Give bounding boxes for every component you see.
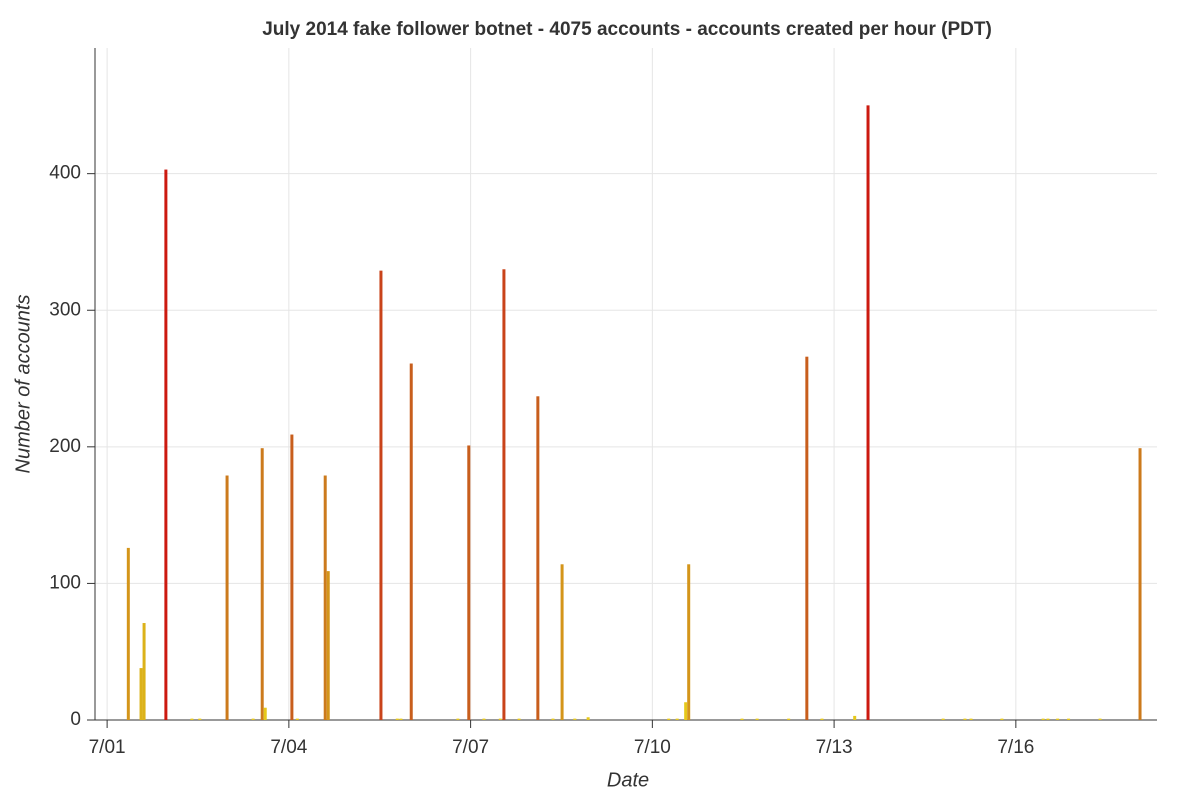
y-tick-label: 0 bbox=[70, 709, 81, 730]
x-tick-label: 7/16 bbox=[997, 737, 1034, 758]
bar bbox=[820, 718, 824, 720]
bar bbox=[1098, 718, 1102, 720]
bar bbox=[1000, 718, 1004, 720]
bar bbox=[853, 715, 857, 720]
bar bbox=[560, 564, 564, 720]
bar bbox=[290, 434, 294, 720]
x-tick-label: 7/04 bbox=[270, 737, 307, 758]
y-tick-label: 100 bbox=[49, 572, 81, 593]
bar bbox=[740, 718, 744, 720]
bar bbox=[573, 718, 577, 720]
bar bbox=[323, 475, 327, 720]
bar bbox=[260, 448, 264, 720]
bar bbox=[969, 718, 973, 720]
y-tick-label: 200 bbox=[49, 436, 81, 457]
y-tick-label: 300 bbox=[49, 299, 81, 320]
bar bbox=[399, 718, 403, 720]
bar bbox=[225, 475, 229, 720]
y-tick-label: 400 bbox=[49, 163, 81, 184]
bar bbox=[551, 718, 555, 720]
bar bbox=[667, 718, 671, 720]
bar bbox=[198, 718, 202, 720]
x-axis-label: Date bbox=[607, 769, 649, 791]
x-tick-label: 7/01 bbox=[89, 737, 126, 758]
bar bbox=[263, 707, 267, 720]
bar bbox=[1056, 718, 1060, 720]
bar bbox=[139, 668, 143, 720]
bar bbox=[295, 718, 299, 720]
bar bbox=[1138, 448, 1142, 720]
bar bbox=[866, 105, 870, 721]
bar bbox=[684, 702, 688, 720]
bar bbox=[409, 363, 413, 720]
bar bbox=[963, 718, 967, 720]
bar bbox=[536, 396, 540, 720]
bar bbox=[675, 718, 679, 720]
bar bbox=[498, 718, 502, 720]
bar bbox=[142, 623, 146, 720]
bar bbox=[941, 718, 945, 720]
bar bbox=[190, 718, 194, 720]
y-axis-label: Number of accounts bbox=[12, 295, 34, 474]
bar bbox=[1046, 718, 1050, 720]
bar bbox=[395, 718, 399, 720]
bar bbox=[787, 718, 791, 720]
bar bbox=[326, 571, 330, 720]
bar bbox=[687, 564, 691, 720]
bar bbox=[482, 718, 486, 720]
x-tick-label: 7/13 bbox=[816, 737, 853, 758]
bar bbox=[126, 547, 130, 720]
bar bbox=[164, 169, 168, 720]
x-tick-label: 7/07 bbox=[452, 737, 489, 758]
bar bbox=[379, 270, 383, 720]
bar bbox=[1041, 718, 1045, 720]
x-tick-label: 7/10 bbox=[634, 737, 671, 758]
bar bbox=[502, 269, 506, 720]
bar bbox=[755, 718, 759, 720]
bar bbox=[517, 718, 521, 720]
bar bbox=[805, 356, 809, 720]
bar bbox=[586, 717, 590, 720]
bar bbox=[1067, 718, 1071, 720]
chart-title: July 2014 fake follower botnet - 4075 ac… bbox=[262, 19, 992, 40]
bar bbox=[251, 718, 255, 720]
bar bbox=[467, 445, 471, 720]
bar bbox=[456, 718, 460, 720]
